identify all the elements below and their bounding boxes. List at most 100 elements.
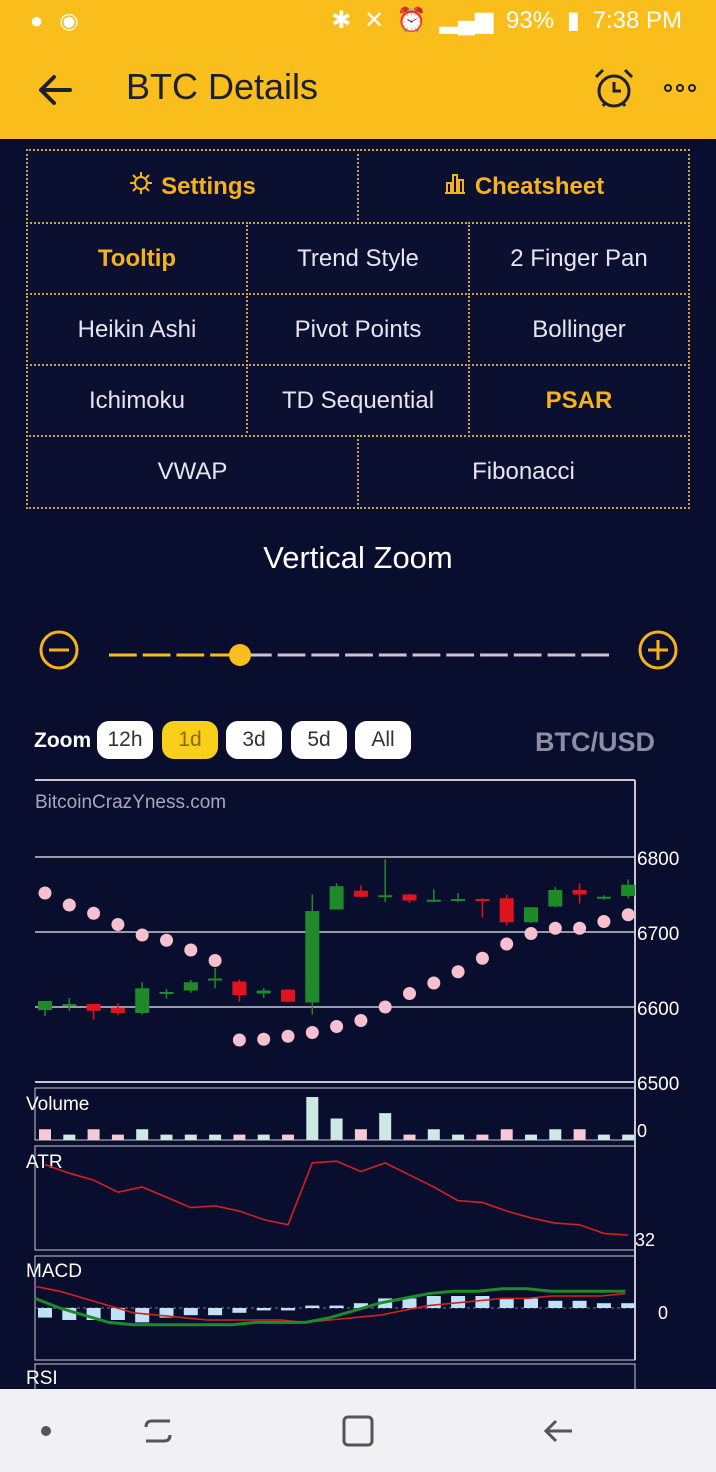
psar-dot: [38, 886, 52, 900]
psar-toggle[interactable]: PSAR: [468, 364, 690, 437]
candle: [451, 899, 466, 901]
more-icon[interactable]: [656, 64, 704, 112]
zoom-12h-button[interactable]: 12h: [97, 721, 153, 759]
psar-dot: [208, 954, 222, 967]
psar-dot: [500, 937, 514, 951]
nav-dot-icon[interactable]: [24, 1409, 68, 1453]
volume-bar: [87, 1129, 100, 1140]
options-grid: Settings Cheatsheet Tooltip Trend Style …: [26, 149, 690, 509]
zoom-all-button[interactable]: All: [355, 721, 411, 759]
top-bar: ● ◉ ✱ ✕ ⏰ ▂▄▆ 93% ▮ 7:38 PM BTC Details: [0, 0, 716, 139]
macd-signal-line: [34, 1285, 626, 1324]
bar-chart-icon: [443, 171, 467, 202]
volume-tick: 0: [637, 1121, 647, 1141]
candle: [110, 1007, 125, 1013]
candle: [621, 884, 636, 896]
psar-dot: [354, 1014, 368, 1027]
clock: 7:38 PM: [592, 7, 682, 34]
back-arrow-icon[interactable]: [30, 64, 82, 116]
status-right: ✱ ✕ ⏰ ▂▄▆ 93% ▮ 7:38 PM: [325, 6, 682, 35]
volume-bar: [354, 1129, 367, 1140]
psar-dot: [475, 951, 489, 965]
pivot-points-toggle[interactable]: Pivot Points: [246, 293, 470, 366]
psar-dot: [305, 1026, 319, 1039]
macd-histogram-bar: [524, 1298, 538, 1308]
macd-histogram-bar: [232, 1308, 247, 1313]
volume-bar: [233, 1134, 246, 1140]
candle: [86, 1004, 101, 1011]
zoom-label: Zoom: [34, 729, 92, 752]
vertical-zoom-slider[interactable]: [106, 640, 612, 670]
psar-dot: [281, 1029, 295, 1043]
volume-bar: [476, 1134, 489, 1140]
heikin-ashi-toggle[interactable]: Heikin Ashi: [26, 293, 248, 366]
psar-dot: [330, 1020, 344, 1033]
wifi-hotspot-icon: ◉: [59, 8, 79, 33]
candle: [596, 896, 611, 899]
zoom-in-icon[interactable]: [637, 629, 679, 671]
psar-dot: [62, 898, 76, 912]
fibonacci-toggle[interactable]: Fibonacci: [357, 435, 690, 509]
volume-bar: [403, 1134, 416, 1140]
candle: [475, 899, 490, 901]
zoom-5d-button[interactable]: 5d: [291, 721, 347, 759]
nav-back-icon[interactable]: [536, 1409, 580, 1453]
volume-bar: [111, 1134, 124, 1140]
volume-bar: [282, 1134, 294, 1140]
alarm-clock-icon[interactable]: [590, 64, 638, 112]
atr-line: [44, 1160, 629, 1236]
two-finger-pan-toggle[interactable]: 2 Finger Pan: [468, 222, 690, 295]
y-tick-label: 6800: [637, 849, 679, 870]
candle: [62, 1004, 77, 1006]
candle: [353, 890, 368, 897]
macd-histogram-bar: [110, 1308, 125, 1320]
macd-histogram-bar: [596, 1303, 611, 1308]
volume-bar: [136, 1129, 149, 1140]
psar-dot: [427, 976, 441, 990]
bollinger-toggle[interactable]: Bollinger: [468, 293, 690, 366]
zoom-3d-button[interactable]: 3d: [226, 721, 282, 759]
status-left: ● ◉: [30, 8, 89, 34]
volume-bar: [452, 1134, 465, 1140]
tooltip-toggle[interactable]: Tooltip: [26, 222, 248, 295]
volume-bar: [209, 1134, 222, 1140]
y-tick-label: 6700: [637, 924, 679, 945]
candle: [426, 899, 441, 902]
ichimoku-toggle[interactable]: Ichimoku: [26, 364, 248, 437]
zoom-out-icon[interactable]: [38, 629, 80, 671]
candle: [38, 1001, 52, 1010]
zoom-1d-button[interactable]: 1d: [162, 721, 218, 759]
psar-dot: [135, 928, 149, 942]
trend-style-toggle[interactable]: Trend Style: [246, 222, 470, 295]
candle: [281, 989, 295, 1002]
candle: [256, 990, 271, 994]
psar-dot: [548, 921, 562, 935]
volume-bar: [330, 1118, 343, 1140]
macd-histogram-bar: [208, 1308, 223, 1316]
home-icon[interactable]: [336, 1409, 380, 1453]
candle: [329, 886, 344, 910]
psar-dot: [524, 927, 538, 940]
macd-histogram-bar: [305, 1305, 320, 1308]
psar-dot: [184, 943, 198, 957]
price-chart[interactable]: 6800 6700 6600 6500 BitcoinCrazYness.com Volu…: [0, 770, 716, 1390]
recent-apps-icon[interactable]: [137, 1409, 181, 1453]
vwap-toggle[interactable]: VWAP: [26, 435, 359, 509]
y-tick-label: 6600: [637, 999, 679, 1020]
pair-label: BTC/USD: [535, 727, 655, 757]
navigation-bar: [0, 1389, 716, 1472]
settings-button[interactable]: Settings: [26, 149, 359, 224]
psar-dot: [257, 1032, 271, 1046]
macd-histogram-bar: [402, 1298, 417, 1308]
td-sequential-toggle[interactable]: TD Sequential: [246, 364, 470, 437]
macd-histogram-bar: [475, 1296, 490, 1308]
cheatsheet-button[interactable]: Cheatsheet: [357, 149, 690, 224]
volume-bar: [39, 1129, 51, 1140]
psar-dot: [451, 965, 465, 979]
watermark: BitcoinCrazYness.com: [35, 792, 226, 813]
macd-histogram-bar: [159, 1308, 174, 1318]
psar-dot: [573, 921, 587, 935]
notification-icon: ●: [30, 8, 44, 33]
volume-bar: [597, 1134, 610, 1140]
macd-histogram-bar: [548, 1300, 563, 1308]
